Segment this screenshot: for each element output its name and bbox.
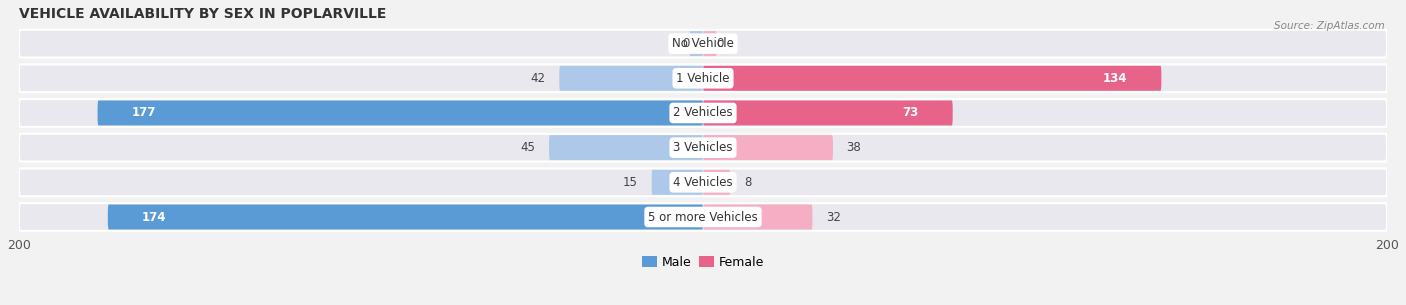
Text: 1 Vehicle: 1 Vehicle bbox=[676, 72, 730, 85]
FancyBboxPatch shape bbox=[703, 135, 832, 160]
Text: 45: 45 bbox=[520, 141, 536, 154]
FancyBboxPatch shape bbox=[703, 205, 813, 229]
Text: 38: 38 bbox=[846, 141, 862, 154]
Text: VEHICLE AVAILABILITY BY SEX IN POPLARVILLE: VEHICLE AVAILABILITY BY SEX IN POPLARVIL… bbox=[18, 7, 387, 21]
FancyBboxPatch shape bbox=[108, 205, 703, 229]
FancyBboxPatch shape bbox=[703, 170, 730, 195]
FancyBboxPatch shape bbox=[652, 170, 703, 195]
Text: Source: ZipAtlas.com: Source: ZipAtlas.com bbox=[1274, 21, 1385, 31]
FancyBboxPatch shape bbox=[550, 135, 703, 160]
FancyBboxPatch shape bbox=[18, 64, 1388, 92]
Text: 134: 134 bbox=[1102, 72, 1128, 85]
FancyBboxPatch shape bbox=[703, 100, 953, 125]
Text: 32: 32 bbox=[827, 210, 841, 224]
FancyBboxPatch shape bbox=[689, 31, 703, 56]
FancyBboxPatch shape bbox=[703, 31, 717, 56]
Text: 73: 73 bbox=[903, 106, 918, 120]
FancyBboxPatch shape bbox=[560, 66, 703, 91]
Text: 174: 174 bbox=[142, 210, 166, 224]
FancyBboxPatch shape bbox=[18, 203, 1388, 231]
Text: 15: 15 bbox=[623, 176, 638, 189]
Legend: Male, Female: Male, Female bbox=[637, 251, 769, 274]
Text: 3 Vehicles: 3 Vehicles bbox=[673, 141, 733, 154]
FancyBboxPatch shape bbox=[18, 168, 1388, 196]
FancyBboxPatch shape bbox=[18, 30, 1388, 57]
Text: No Vehicle: No Vehicle bbox=[672, 37, 734, 50]
FancyBboxPatch shape bbox=[18, 134, 1388, 162]
Text: 42: 42 bbox=[530, 72, 546, 85]
Text: 177: 177 bbox=[132, 106, 156, 120]
Text: 2 Vehicles: 2 Vehicles bbox=[673, 106, 733, 120]
Text: 4 Vehicles: 4 Vehicles bbox=[673, 176, 733, 189]
Text: 0: 0 bbox=[717, 37, 724, 50]
Text: 5 or more Vehicles: 5 or more Vehicles bbox=[648, 210, 758, 224]
Text: 8: 8 bbox=[744, 176, 751, 189]
Text: 0: 0 bbox=[682, 37, 689, 50]
FancyBboxPatch shape bbox=[703, 66, 1161, 91]
FancyBboxPatch shape bbox=[18, 99, 1388, 127]
FancyBboxPatch shape bbox=[97, 100, 703, 125]
